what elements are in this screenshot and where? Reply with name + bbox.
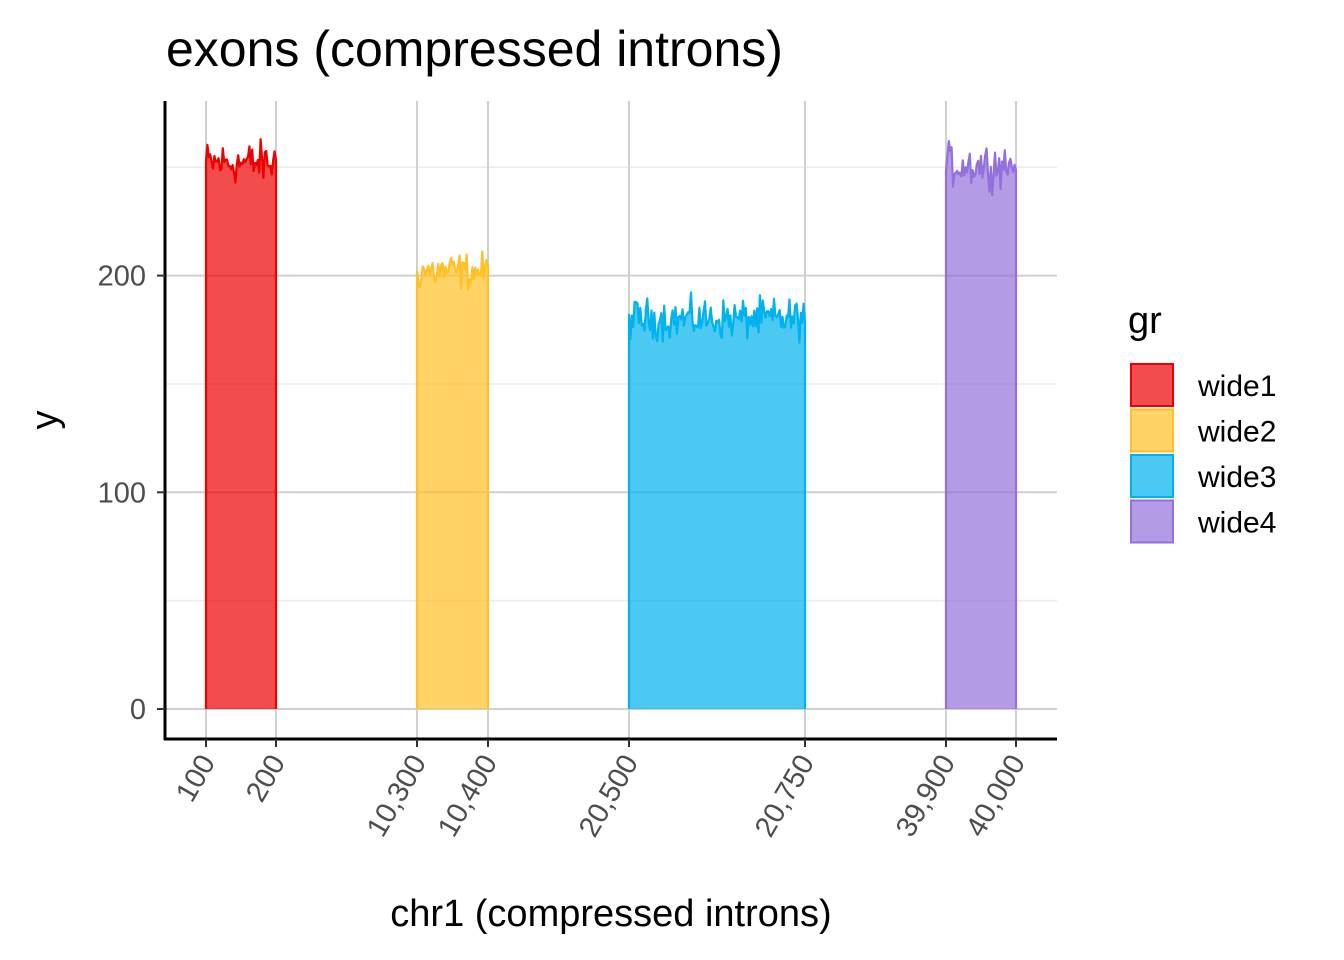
x-tick-label: 39,900 [890, 750, 962, 843]
x-tick-label: 100 [170, 750, 222, 808]
legend-key-wide3 [1131, 455, 1173, 497]
legend-key-wide2 [1131, 410, 1173, 452]
y-ticks: 0 100 200 [98, 261, 165, 726]
series-area-wide1 [206, 139, 276, 709]
y-tick-label: 200 [98, 261, 146, 293]
x-tick-label: 20,500 [573, 750, 645, 843]
x-tick-label: 200 [240, 750, 292, 808]
grid-minor [165, 167, 1057, 600]
y-axis-title: y [24, 411, 66, 430]
x-tick-label: 10,300 [361, 750, 433, 843]
legend-key-wide1 [1131, 364, 1173, 406]
x-tick-label: 20,750 [749, 750, 821, 843]
legend-label-wide4: wide4 [1197, 507, 1276, 540]
series-area-wide2 [417, 252, 488, 710]
legend-label-wide3: wide3 [1197, 461, 1276, 494]
legend-label-wide2: wide2 [1197, 416, 1276, 449]
series-area-wide3 [629, 293, 805, 710]
grid-major [165, 101, 1057, 739]
series-layer [206, 139, 1016, 709]
legend: gr wide1 wide2 wide3 wide4 [1128, 300, 1276, 543]
legend-key-wide4 [1131, 501, 1173, 543]
x-tick-label: 40,000 [960, 750, 1032, 843]
y-tick-label: 100 [98, 477, 146, 509]
x-axis-title: chr1 (compressed introns) [390, 893, 831, 935]
legend-label-wide1: wide1 [1197, 370, 1276, 403]
axes [164, 101, 1057, 740]
chart-title: exons (compressed introns) [166, 21, 783, 77]
x-tick-label: 10,400 [432, 750, 504, 843]
legend-title: gr [1128, 300, 1162, 342]
series-area-wide4 [946, 141, 1016, 709]
y-tick-label: 0 [130, 694, 146, 726]
